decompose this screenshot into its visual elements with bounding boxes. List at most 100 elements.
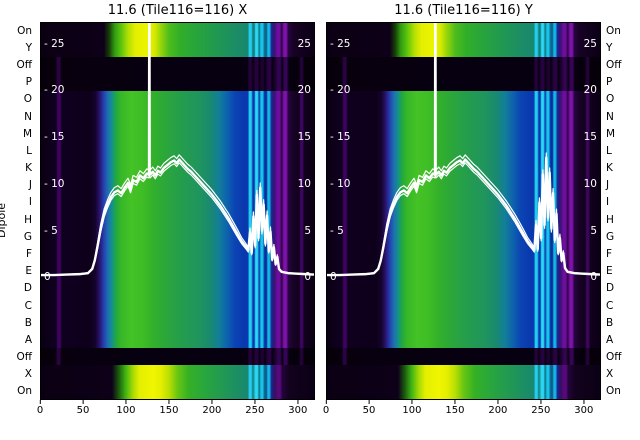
heatmap-row-a [327,330,600,348]
dipole-label: I [606,196,610,209]
x-tick-mark [368,400,370,404]
heatmap-row-p [327,74,600,92]
heatmap-rows [327,23,600,399]
heatmap-row-on [41,23,314,41]
heatmap-row-j [327,176,600,194]
x-tick-mark [39,400,41,404]
x-tick: 0 [323,400,329,416]
heatmap-row-x [41,364,314,382]
x-tick-mark [583,400,585,404]
x-tick: 50 [77,400,89,416]
inner-ytick-label: 5 [304,224,311,237]
heatmap-row-g [41,228,314,246]
dipole-label: J [28,178,32,191]
dipole-label: C [24,299,32,312]
heatmap-row-c [327,296,600,314]
dipole-label: B [24,316,32,329]
x-tick: 200 [488,400,507,416]
heatmap-row-n [41,108,314,126]
heatmap-row-b [327,313,600,331]
x-tick-label: 150 [159,405,179,416]
dipole-label: C [606,299,614,312]
dipole-label: P [25,75,32,88]
x-axis-ticks-right: 0 50 100 150 200 250 300 [323,400,601,422]
heatmap-row-x [327,364,600,382]
x-tick-label: 150 [445,405,465,416]
heatmap-row-off [327,57,600,75]
heatmap-row-p [41,74,314,92]
x-tick: 300 [288,400,307,416]
heatmap-row-a [41,330,314,348]
heatmap-row-d [327,279,600,297]
inner-ytick-label: 0 [44,271,51,284]
x-tick-label: 0 [322,405,330,416]
dipole-label: M [606,127,616,140]
x-tick-mark [497,400,499,404]
dipole-label: X [24,367,32,380]
x-tick-label: 300 [288,405,308,416]
dipole-label: X [606,367,614,380]
dipole-label: M [22,127,32,140]
dipole-label: G [606,230,615,243]
panel-title-y: 11.6 (Tile116=116) Y [394,3,533,18]
x-tick-label: 50 [362,405,376,416]
heatmap-row-m [327,125,600,143]
x-axis-ticks-left: 0 50 100 150 200 250 300 [37,400,315,422]
x-tick: 200 [202,400,221,416]
power-line-overlay [41,23,314,399]
heatmap-row-j [41,176,314,194]
x-tick: 300 [574,400,593,416]
heatmap-row-l [327,142,600,160]
heatmap-row-off [41,57,314,75]
power-trace [41,23,314,275]
dipole-label: F [25,247,32,260]
x-tick: 150 [445,400,464,416]
dipole-label: K [606,161,613,174]
power-trace [41,23,314,275]
inner-ytick-label: 0 [304,271,311,284]
heatmap-row-b [41,313,314,331]
x-tick: 50 [362,400,376,416]
heatmap-row-h [327,211,600,229]
dipole-label: K [25,161,32,174]
x-tick-mark [540,400,542,404]
inner-ytick-label: 20 [583,84,597,97]
heatmap-panel-x: - 25 25 - 20 20 - 15 15 - 10 10 - 5 5 0 0 [40,22,315,400]
inner-ytick-label: 20 [297,84,311,97]
x-tick: 0 [37,400,43,416]
dipole-label: G [23,230,32,243]
heatmap-row-k [327,159,600,177]
dipole-label: F [606,247,613,260]
heatmap-row-y [41,40,314,58]
x-tick-label: 250 [531,405,551,416]
heatmap-row-k [41,159,314,177]
dipole-label: Y [606,41,613,54]
dipole-label: J [606,178,610,191]
heatmap-row-on [327,23,600,41]
dipole-label: E [25,264,32,277]
x-tick: 100 [116,400,135,416]
x-tick-label: 0 [36,405,44,416]
inner-ytick-label: 10 [297,177,311,190]
heatmap-row-e [327,262,600,280]
heatmap-row-o [327,91,600,109]
dipole-label: N [606,110,614,123]
inner-ytick-label: 0 [590,271,597,284]
panel-title-x: 11.6 (Tile116=116) X [107,3,248,18]
inner-ytick-label: 25 [583,37,597,50]
dipole-label: D [606,282,615,295]
x-tick-label: 100 [116,405,136,416]
dipole-label: On [606,24,621,37]
dipole-label: E [606,264,613,277]
inner-ytick-label: - 20 [330,84,351,97]
dipole-label: On [17,24,32,37]
x-tick-mark [297,400,299,404]
heatmap-row-l [41,142,314,160]
x-tick-mark [454,400,456,404]
dipole-label: A [606,333,614,346]
dipole-label: Off [606,58,622,71]
heatmap-row-on [327,381,600,399]
inner-ytick-label: 5 [590,224,597,237]
heatmap-row-m [41,125,314,143]
inner-ytick-label: - 25 [44,37,65,50]
